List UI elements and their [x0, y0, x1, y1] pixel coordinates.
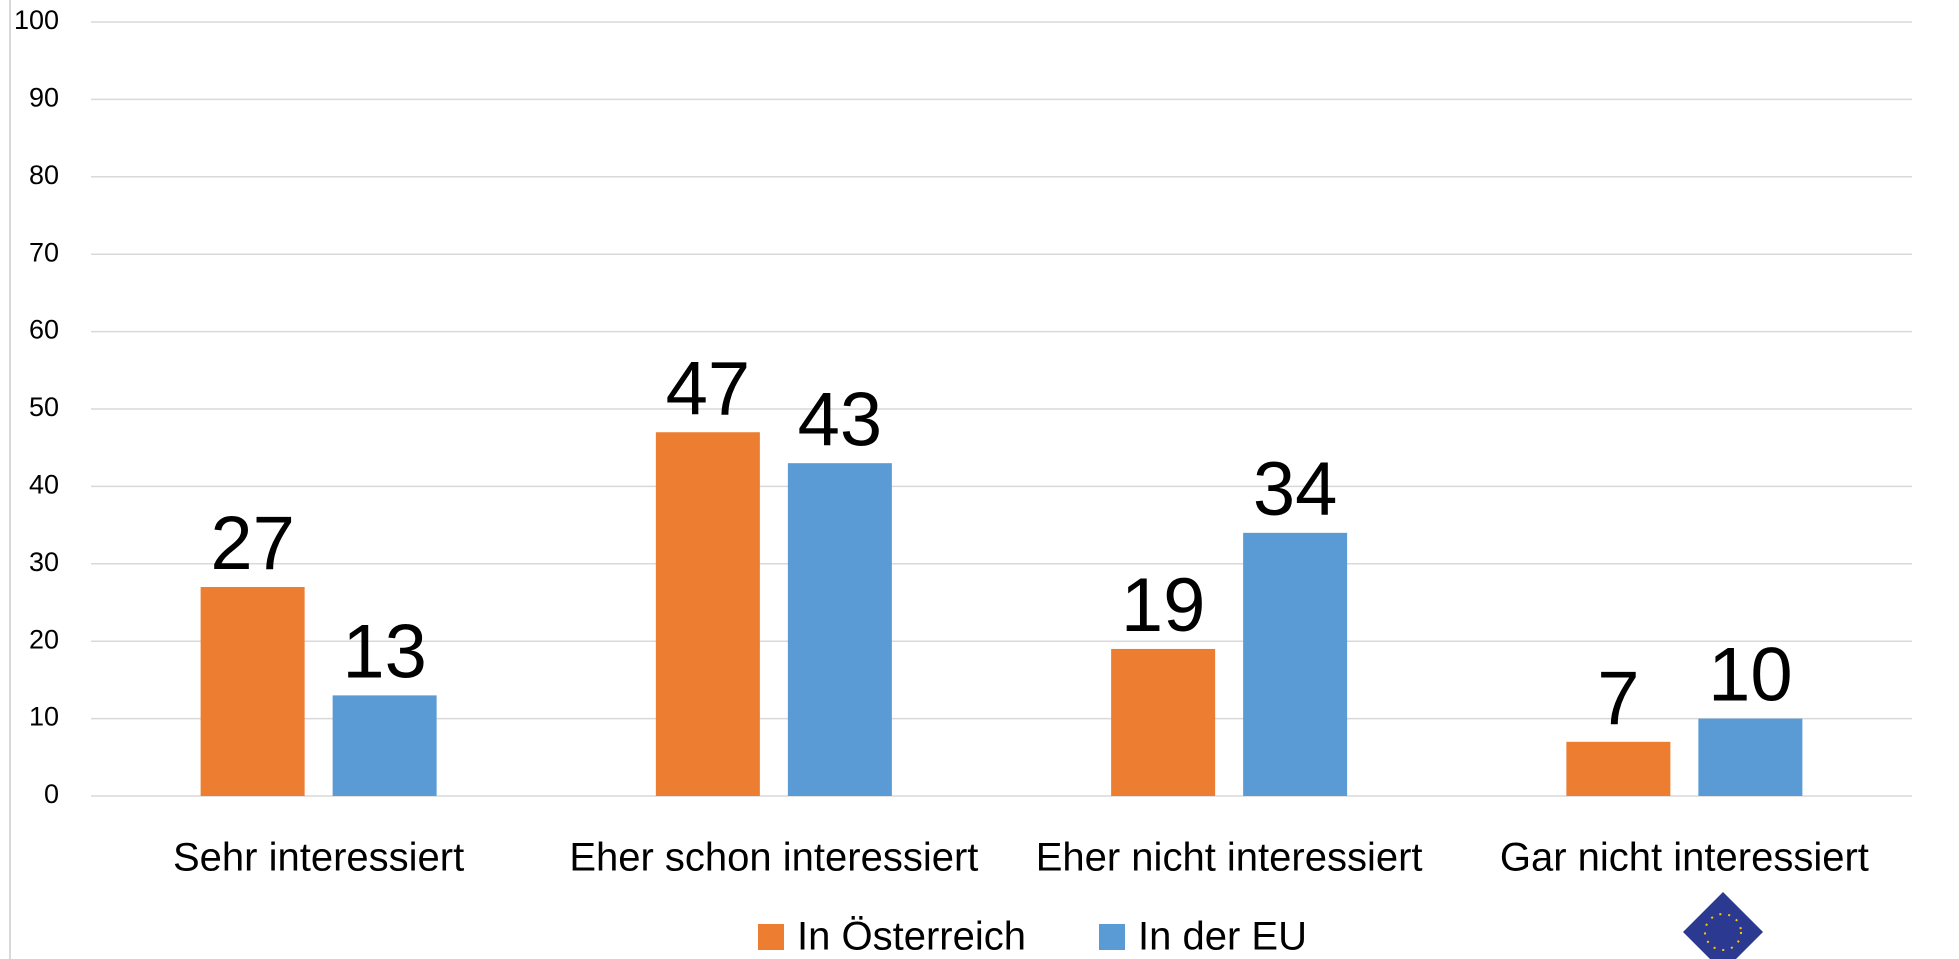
data-label: 7	[1597, 656, 1639, 741]
data-label: 47	[666, 346, 751, 431]
bar	[787, 463, 892, 796]
data-label: 34	[1253, 447, 1338, 532]
y-tick-label: 40	[29, 470, 59, 500]
eu-logo	[1683, 892, 1763, 959]
legend-label: In Österreich	[797, 915, 1026, 959]
legend-swatch	[758, 924, 784, 950]
x-tick-label: Eher nicht interessiert	[1036, 836, 1423, 880]
bar	[200, 587, 305, 796]
bar	[1698, 718, 1803, 796]
y-tick-label: 70	[29, 237, 59, 267]
y-tick-label: 10	[29, 702, 59, 732]
y-tick-label: 50	[29, 392, 59, 422]
y-tick-label: 60	[29, 315, 59, 345]
legend-swatch	[1099, 924, 1125, 950]
bar	[1243, 532, 1348, 796]
y-tick-label: 90	[29, 83, 59, 113]
data-label: 43	[798, 377, 883, 462]
bar	[1566, 741, 1671, 796]
y-tick-label: 100	[14, 5, 59, 35]
x-tick-label: Eher schon interessiert	[569, 836, 978, 880]
y-tick-label: 80	[29, 160, 59, 190]
x-tick-label: Gar nicht interessiert	[1500, 836, 1869, 880]
y-tick-label: 30	[29, 547, 59, 577]
data-label: 19	[1121, 563, 1206, 648]
bar	[1111, 648, 1216, 796]
legend-label: In der EU	[1138, 915, 1307, 959]
x-tick-label: Sehr interessiert	[173, 836, 464, 880]
data-label: 27	[210, 501, 295, 586]
bar	[655, 432, 760, 796]
y-tick-label: 0	[44, 779, 59, 809]
data-label: 13	[342, 609, 427, 694]
data-label: 10	[1708, 633, 1793, 718]
bar	[332, 695, 437, 796]
y-tick-label: 20	[29, 624, 59, 654]
